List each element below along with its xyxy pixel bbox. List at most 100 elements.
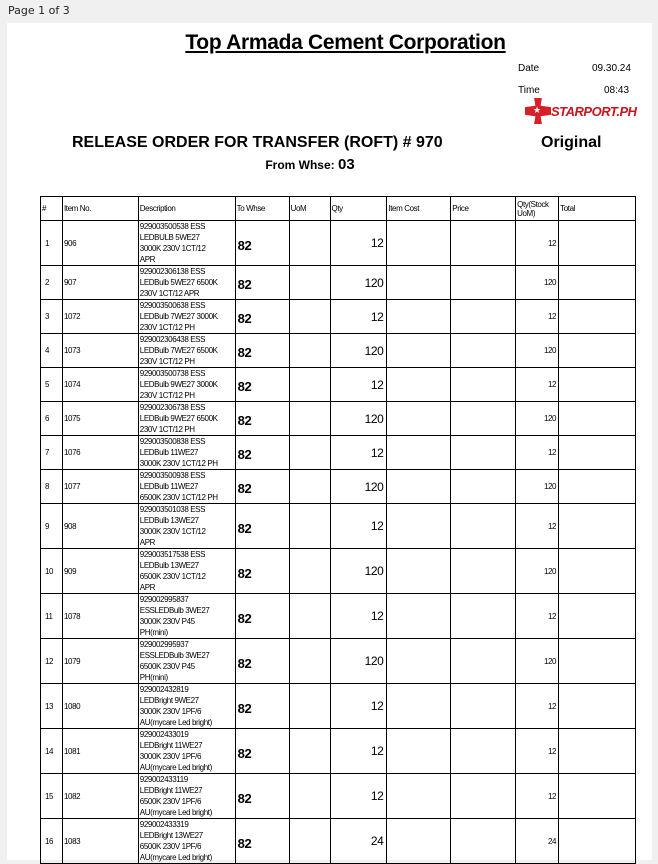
cell-qty: 120 [329,401,388,436]
table-row: 5 1074 929003500738 ESS LEDBulb 9WE27 3000… [40,367,636,402]
copy-label: Original [541,134,602,151]
cell-qty-stock-uom: 12 [515,220,560,266]
cell-to-whse: 82 [234,683,290,729]
table-row: 6 1075 929002306738 ESS LEDBulb 9WE27 6500… [40,401,636,436]
cell-to-whse: 82 [234,503,290,549]
cell-item-no: 1076 [61,435,139,470]
cell-uom [288,503,331,549]
cell-num: 10 [40,548,63,594]
table-row: 4 1073 929002306438 ESS LEDBulb 7WE27 6500… [40,333,636,368]
cell-total [558,469,636,504]
cell-uom [288,773,331,819]
cell-to-whse: 82 [234,220,290,266]
cell-qty-stock-uom: 12 [515,683,560,729]
cell-num: 16 [40,818,63,864]
cell-uom [288,548,331,594]
cell-uom [288,333,331,368]
cell-qty-stock-uom: 120 [515,265,560,300]
cell-price [450,220,517,266]
table-row: 2 907 929002306138 ESS LEDBulb 5WE27 6500K… [40,265,636,300]
cell-price [450,818,517,864]
cell-item-cost [386,333,452,368]
cell-item-cost [386,435,452,470]
table-row: 1 906 929003500538 ESS LEDBULB 5WE27 3000K… [40,220,636,266]
cell-price [450,469,517,504]
cell-total [558,548,636,594]
cell-uom [288,593,331,639]
cell-item-no: 908 [61,503,139,549]
cell-item-cost [386,818,452,864]
cell-qty: 12 [329,503,388,549]
cell-num: 15 [40,773,63,819]
cell-total [558,818,636,864]
table-row: 15 1082 929002433119 LEDBright 11WE27 6500… [40,773,636,819]
cell-uom [288,265,331,300]
cell-description: 929002306438 ESS LEDBulb 7WE27 6500K 230… [137,333,236,368]
cell-price [450,265,517,300]
cell-qty: 12 [329,728,388,774]
cell-num: 3 [40,299,63,334]
cell-num: 14 [40,728,63,774]
cell-description: 929003501038 ESS LEDBulb 13WE27 3000K 23… [137,503,236,549]
cell-item-cost [386,401,452,436]
cell-price [450,593,517,639]
column-header-price: Price [450,196,517,221]
cell-num: 1 [40,220,63,266]
cell-description: 929003500838 ESS LEDBulb 11WE27 3000K 23… [137,435,236,470]
table-row: 14 1081 929002433019 LEDBright 11WE27 3000… [40,728,636,774]
cell-num: 2 [40,265,63,300]
cell-price [450,299,517,334]
cell-description: 929003500938 ESS LEDBulb 11WE27 6500K 23… [137,469,236,504]
column-header-uom: UoM [288,196,331,221]
cell-qty-stock-uom: 24 [515,818,560,864]
cell-price [450,548,517,594]
column-header-qty: Qty [329,196,388,221]
table-row: 16 1083 929002433319 LEDBright 13WE27 6500… [40,818,636,864]
cell-description: 929003517538 ESS LEDBulb 13WE27 6500K 23… [137,548,236,594]
cell-item-no: 1073 [61,333,139,368]
cell-num: 13 [40,683,63,729]
cell-qty: 12 [329,773,388,819]
cell-total [558,593,636,639]
cell-description: 929002433319 LEDBright 13WE27 6500K 230V… [137,818,236,864]
cell-num: 9 [40,503,63,549]
from-whse-value: 03 [338,156,355,173]
cell-total [558,773,636,819]
cell-item-no: 1083 [61,818,139,864]
cell-total [558,683,636,729]
cell-price [450,773,517,819]
cell-description: 929002306138 ESS LEDBulb 5WE27 6500K 230… [137,265,236,300]
cell-item-no: 1080 [61,683,139,729]
cell-to-whse: 82 [234,548,290,594]
star-icon [525,98,551,124]
table-row: 11 1078 929002995837 ESSLEDBulb 3WE27 3000… [40,593,636,639]
cell-qty-stock-uom: 120 [515,469,560,504]
cell-description: 929002995937 ESSLEDBulb 3WE27 6500K 230V… [137,638,236,684]
cell-to-whse: 82 [234,469,290,504]
cell-item-cost [386,593,452,639]
cell-total [558,435,636,470]
cell-to-whse: 82 [234,367,290,402]
cell-uom [288,435,331,470]
table-row: 13 1080 929002432819 LEDBright 9WE27 3000K… [40,683,636,729]
cell-num: 11 [40,593,63,639]
cell-price [450,638,517,684]
cell-total [558,333,636,368]
from-warehouse: From Whse: 03 [7,156,613,173]
cell-uom [288,728,331,774]
cell-description: 929003500638 ESS LEDBulb 7WE27 3000K 230… [137,299,236,334]
company-name: Top Armada Cement Corporation [185,31,506,54]
cell-uom [288,299,331,334]
cell-item-cost [386,265,452,300]
cell-item-no: 907 [61,265,139,300]
cell-total [558,503,636,549]
cell-qty: 120 [329,548,388,594]
cell-qty-stock-uom: 120 [515,333,560,368]
starport-logo: STARPORT.PH [525,98,637,124]
cell-qty: 24 [329,818,388,864]
cell-to-whse: 82 [234,435,290,470]
cell-qty-stock-uom: 120 [515,638,560,684]
cell-qty: 12 [329,220,388,266]
cell-item-no: 1081 [61,728,139,774]
cell-qty: 120 [329,638,388,684]
